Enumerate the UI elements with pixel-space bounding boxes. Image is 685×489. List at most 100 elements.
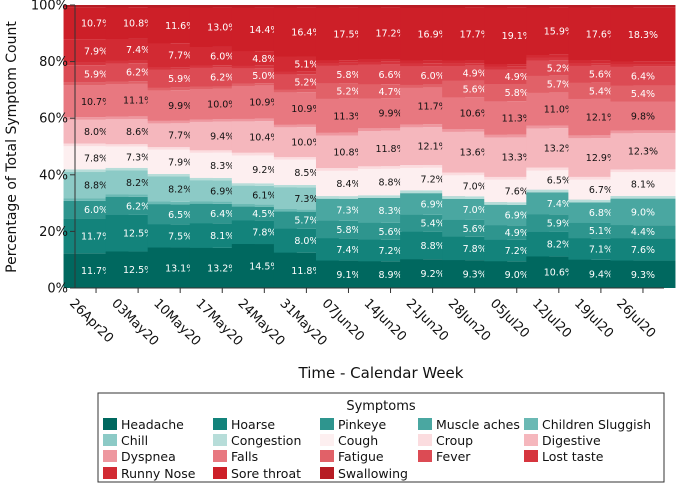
bar-segment xyxy=(442,196,508,199)
data-label: 18.3% xyxy=(628,30,658,41)
data-label: 9.2% xyxy=(421,269,445,280)
legend-swatch xyxy=(320,434,334,446)
bar-segment xyxy=(610,5,676,8)
data-label: 8.3% xyxy=(210,161,234,172)
bar-segment xyxy=(610,66,676,86)
data-label: 5.4% xyxy=(421,219,445,230)
bar-segment xyxy=(610,64,676,67)
bar-segment xyxy=(273,5,339,8)
legend: Symptoms Headache Hoarse Pinkeye Muscle ach… xyxy=(97,392,665,483)
data-label: 6.0% xyxy=(84,205,108,216)
bar-segment xyxy=(147,67,213,70)
y-tick-label: 60% xyxy=(39,112,68,127)
data-label: 6.0% xyxy=(210,52,234,63)
data-label: 11.3% xyxy=(502,113,532,124)
bar-segment xyxy=(442,60,508,64)
legend-swatch xyxy=(418,450,432,462)
data-label: 7.4% xyxy=(126,45,150,56)
x-tick-label: 05Jul20 xyxy=(487,296,532,341)
bar-segment xyxy=(105,194,171,197)
data-label: 9.1% xyxy=(336,270,360,281)
bar-segment xyxy=(315,62,381,66)
data-label: 11.1% xyxy=(123,96,153,107)
y-tick-label: 100% xyxy=(31,0,68,14)
legend-swatch xyxy=(213,450,227,462)
data-label: 11.6% xyxy=(165,21,195,32)
y-axis-title: Percentage of Total Symptom Count xyxy=(4,21,20,273)
data-label: 14.5% xyxy=(249,262,279,273)
data-label: 11.7% xyxy=(418,101,448,112)
bar-segment xyxy=(484,202,550,205)
data-label: 17.6% xyxy=(586,29,616,40)
bar-segment xyxy=(189,150,255,153)
bar-segment xyxy=(358,128,424,131)
data-label: 12.1% xyxy=(418,142,448,153)
legend-label: Pinkeye xyxy=(338,417,387,432)
bar-segment xyxy=(63,169,129,173)
bar-segment xyxy=(610,198,676,226)
bar-segment xyxy=(231,5,297,8)
data-label: 7.3% xyxy=(294,194,318,205)
bar-segment xyxy=(147,87,213,91)
data-label: 8.5% xyxy=(294,168,318,179)
bar-segment xyxy=(610,133,676,170)
bar-segment xyxy=(568,135,634,139)
bar-segment xyxy=(400,190,466,194)
data-label: 5.7% xyxy=(294,216,318,227)
bar-segment xyxy=(189,65,255,68)
legend-swatch xyxy=(213,418,227,430)
data-label: 17.2% xyxy=(375,29,405,40)
data-label: 8.0% xyxy=(84,127,108,138)
data-label: 5.1% xyxy=(294,60,318,71)
data-label: 4.9% xyxy=(505,72,529,83)
bar-segment xyxy=(526,54,592,58)
data-label: 5.2% xyxy=(547,63,571,74)
bar-segment xyxy=(484,5,550,8)
data-label: 7.2% xyxy=(505,246,529,257)
data-label: 9.8% xyxy=(631,111,655,122)
data-label: 10.0% xyxy=(207,100,237,111)
bar-segment xyxy=(231,204,297,207)
data-label: 7.8% xyxy=(252,228,276,239)
y-tick-label: 20% xyxy=(39,225,68,240)
data-label: 6.6% xyxy=(378,70,402,81)
legend-swatch xyxy=(103,467,117,479)
data-label: 19.1% xyxy=(502,31,532,42)
legend-label: Falls xyxy=(231,449,258,464)
data-label: 13.2% xyxy=(544,143,574,154)
legend-swatch xyxy=(213,467,227,479)
data-label: 6.2% xyxy=(126,201,150,212)
bar-segment xyxy=(231,118,297,122)
bar-segment xyxy=(189,119,255,122)
data-label: 8.3% xyxy=(378,206,402,217)
data-label: 12.5% xyxy=(123,265,153,276)
bar-segment xyxy=(147,147,213,150)
legend-swatch xyxy=(213,434,227,446)
data-label: 7.0% xyxy=(463,181,487,192)
data-label: 7.6% xyxy=(505,186,529,197)
data-label: 6.2% xyxy=(210,73,234,84)
bar-segment xyxy=(273,71,339,75)
data-label: 10.4% xyxy=(249,132,279,143)
data-label: 5.4% xyxy=(631,89,655,100)
bar-segment xyxy=(189,201,255,204)
data-label: 8.2% xyxy=(168,185,192,196)
data-label: 10.7% xyxy=(81,19,111,30)
bar-segment xyxy=(358,195,424,198)
bar-segment xyxy=(400,164,466,168)
data-label: 4.4% xyxy=(631,227,655,238)
data-label: 4.7% xyxy=(378,87,402,98)
data-label: 7.0% xyxy=(463,205,487,216)
bar-segment xyxy=(484,176,550,180)
data-label: 7.3% xyxy=(336,205,360,216)
bar-segment xyxy=(315,60,381,63)
data-label: 10.8% xyxy=(333,147,363,158)
legend-swatch xyxy=(524,434,538,446)
bar-segment xyxy=(231,183,297,186)
legend-label: Fatigue xyxy=(338,449,384,464)
y-tick-label: 40% xyxy=(39,168,68,183)
bar-segment xyxy=(442,5,508,8)
bar-segment xyxy=(63,117,129,120)
